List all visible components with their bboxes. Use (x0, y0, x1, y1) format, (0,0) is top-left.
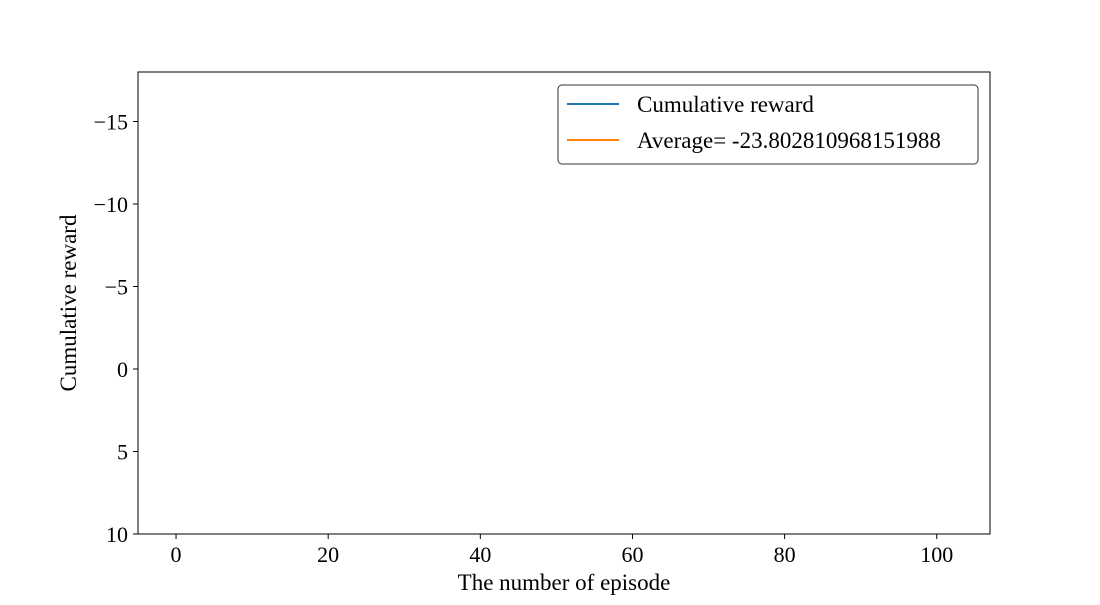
legend-box (557, 84, 979, 165)
x-tick-label: 40 (469, 542, 491, 567)
plot-frame (137, 71, 991, 535)
y-tick-label: −15 (94, 110, 128, 135)
y-tick-label: 0 (117, 357, 128, 382)
legend: Cumulative reward Average= -23.8028109681… (557, 84, 979, 165)
y-tick-label: −5 (105, 275, 128, 300)
x-tick-label: 20 (317, 542, 339, 567)
legend-label: Cumulative reward (637, 92, 814, 117)
y-axis-ticks: −15 −10 −5 0 5 10 (94, 110, 138, 547)
plot-area (137, 71, 991, 535)
x-tick-label: 80 (774, 542, 796, 567)
x-tick-label: 0 (171, 542, 182, 567)
x-tick-label: 100 (920, 542, 953, 567)
y-axis-label: Cumulative reward (56, 214, 81, 391)
y-tick-label: 10 (106, 522, 128, 547)
x-tick-label: 60 (621, 542, 643, 567)
x-axis-ticks: 0 20 40 60 80 100 (171, 534, 953, 567)
y-tick-label: 5 (117, 440, 128, 465)
x-axis-label: The number of episode (458, 570, 671, 595)
y-tick-label: −10 (94, 192, 128, 217)
legend-label: Average= -23.802810968151988 (637, 128, 941, 153)
